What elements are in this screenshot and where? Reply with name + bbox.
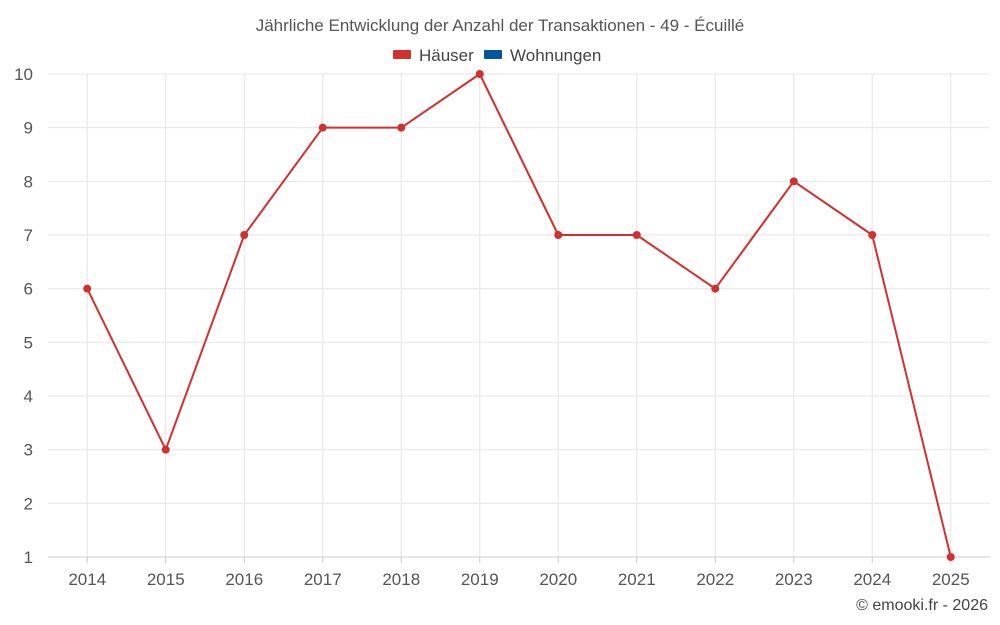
legend-swatch-haeuser xyxy=(393,50,411,59)
y-tick-label: 3 xyxy=(24,441,33,460)
data-point[interactable] xyxy=(711,284,720,293)
y-tick-label: 9 xyxy=(24,119,33,138)
y-tick-label: 5 xyxy=(24,333,33,352)
x-tick-label: 2014 xyxy=(68,570,106,589)
legend-label-wohnungen: Wohnungen xyxy=(510,46,601,65)
data-point[interactable] xyxy=(240,231,249,239)
x-tick-label: 2023 xyxy=(775,570,813,589)
data-point[interactable] xyxy=(161,445,170,454)
y-tick-label: 6 xyxy=(24,280,33,299)
y-tick-label: 2 xyxy=(24,494,33,513)
grid xyxy=(48,73,990,557)
x-tick-label: 2015 xyxy=(147,570,185,589)
credit-text: © emooki.fr - 2026 xyxy=(856,597,988,614)
y-tick-label: 8 xyxy=(24,172,33,191)
data-point[interactable] xyxy=(554,231,563,239)
series-haeuser xyxy=(83,70,955,561)
data-point[interactable] xyxy=(789,177,798,186)
data-point[interactable] xyxy=(397,123,406,132)
x-tick-label: 2024 xyxy=(853,570,891,589)
x-tick-label: 2016 xyxy=(225,570,263,589)
x-tick-label: 2025 xyxy=(932,570,970,589)
y-tick-label: 1 xyxy=(24,548,33,567)
data-point[interactable] xyxy=(475,70,484,78)
y-tick-label: 10 xyxy=(14,65,33,84)
data-point[interactable] xyxy=(868,231,877,239)
chart-title: Jährliche Entwicklung der Anzahl der Tra… xyxy=(256,16,745,35)
data-point[interactable] xyxy=(632,231,641,239)
x-tick-label: 2022 xyxy=(696,570,734,589)
x-tick-label: 2019 xyxy=(461,570,499,589)
legend-item-wohnungen[interactable]: Wohnungen xyxy=(484,46,601,65)
x-tick-label: 2018 xyxy=(382,570,420,589)
series-line-0 xyxy=(86,73,952,558)
legend-item-haeuser[interactable]: Häuser xyxy=(393,46,474,65)
legend-label-haeuser: Häuser xyxy=(419,46,474,65)
x-tick-label: 2021 xyxy=(618,570,656,589)
x-tick-label: 2017 xyxy=(304,570,342,589)
legend-swatch-wohnungen xyxy=(484,50,502,59)
y-tick-label: 7 xyxy=(24,226,33,245)
axes: 1 2 3 4 5 6 7 8 9 10 2014 2015 2016 2017 2018 2019 2020 2… xyxy=(14,65,990,589)
legend: Häuser Wohnungen xyxy=(393,46,601,65)
x-tick-label: 2020 xyxy=(539,570,577,589)
data-point[interactable] xyxy=(83,284,92,293)
y-tick-label: 4 xyxy=(24,387,33,406)
data-point[interactable] xyxy=(318,123,327,132)
data-point[interactable] xyxy=(946,553,955,561)
